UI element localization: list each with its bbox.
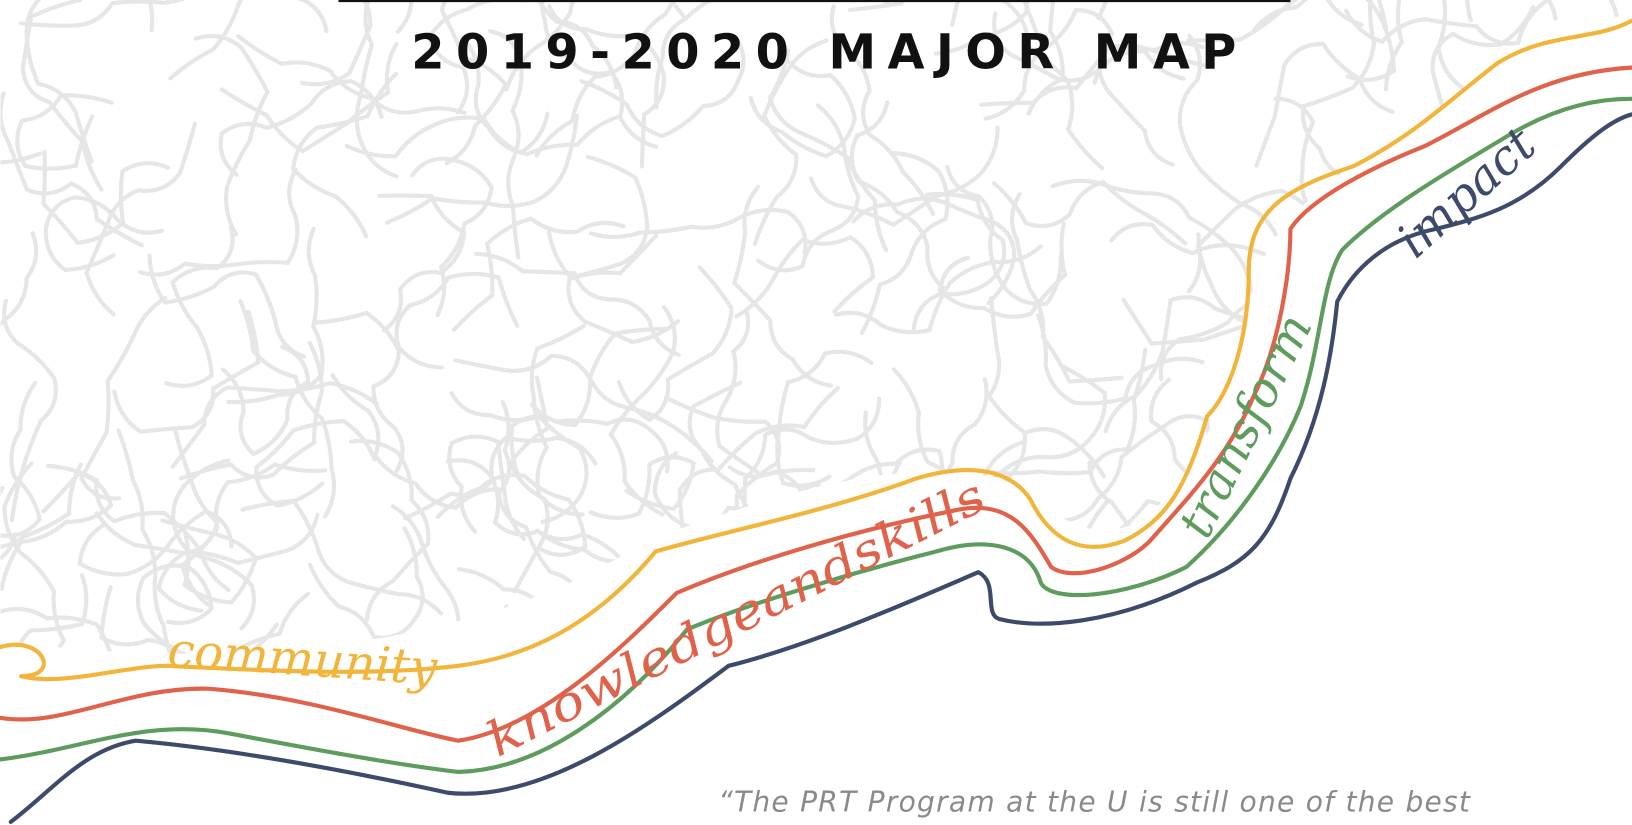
pattern-stroke (1481, 615, 1599, 809)
major-map-header: 2019-2020 MAJOR MAP community knowledgea… (0, 0, 1632, 825)
pattern-stroke (1095, 633, 1236, 796)
pattern-stroke (379, 196, 464, 331)
pattern-stroke (1567, 301, 1632, 477)
pattern-stroke (511, 417, 667, 476)
pattern-stroke (1542, 311, 1632, 406)
word-knowledge-skills: knowledgeandskills (478, 469, 994, 768)
pattern-stroke (1497, 377, 1632, 540)
pattern-stroke (1616, 50, 1632, 197)
pattern-stroke (1111, 224, 1331, 276)
pattern-stroke (734, 187, 831, 386)
navy-line (11, 114, 1632, 821)
pattern-stroke (1256, 44, 1392, 166)
pattern-stroke (87, 124, 195, 315)
pattern-stroke (412, 159, 491, 316)
pattern-stroke (232, 683, 413, 788)
pattern-stroke (1038, 315, 1202, 403)
pattern-stroke (1098, 0, 1218, 18)
body: 2019-2020 MAJOR MAP community knowledgea… (0, 0, 1632, 825)
pattern-stroke (0, 233, 36, 435)
pattern-stroke (1321, 533, 1408, 680)
pattern-stroke (1610, 567, 1632, 689)
pattern-stroke (451, 393, 586, 522)
pattern-stroke (1445, 327, 1506, 532)
pattern-stroke (438, 569, 544, 687)
pattern-stroke (1619, 131, 1632, 242)
page: Major Map {"header": {"title": "2019-202… (0, 0, 1632, 825)
pattern-stroke (16, 575, 86, 712)
background-pattern (0, 0, 1632, 825)
pattern-stroke (994, 182, 1185, 244)
pattern-stroke (1053, 181, 1252, 293)
pattern-stroke (1498, 202, 1632, 308)
pattern-stroke (801, 647, 1004, 702)
pattern-stroke (1562, 318, 1632, 516)
pattern-stroke (862, 153, 948, 333)
pattern-stroke (397, 274, 518, 368)
pattern-stroke (1067, 599, 1154, 794)
pattern-stroke (21, 0, 261, 26)
word-impact: impact (1386, 117, 1547, 269)
pattern-stroke (1251, 672, 1378, 800)
pattern-stroke (1387, 450, 1596, 544)
pattern-stroke (242, 501, 441, 614)
pattern-stroke (1502, 0, 1616, 19)
pattern-stroke (1581, 95, 1632, 180)
pattern-stroke (853, 654, 985, 802)
pattern-stroke (357, 0, 397, 176)
pattern-stroke (1417, 467, 1593, 592)
pattern-stroke (1464, 279, 1585, 409)
pattern-stroke (166, 227, 232, 386)
pattern-stroke (1173, 582, 1360, 684)
pattern-stroke (935, 517, 1041, 683)
quote-text: “The PRT Program at the U is still one o… (718, 785, 1471, 818)
pattern-stroke (1369, 463, 1461, 668)
pattern-stroke (591, 457, 694, 518)
pattern-stroke (1391, 0, 1473, 20)
pattern-stroke (1305, 551, 1392, 699)
pattern-stroke (1554, 380, 1632, 587)
page-title: 2019-2020 MAJOR MAP (411, 26, 1248, 81)
pattern-stroke (1612, 197, 1632, 323)
pattern-stroke (1562, 290, 1632, 386)
pattern-stroke (1242, 616, 1348, 742)
pattern-stroke (197, 0, 326, 31)
pattern-stroke (1317, 394, 1534, 439)
pattern-stroke (717, 310, 813, 475)
pattern-stroke (1440, 664, 1581, 728)
pattern-stroke (591, 210, 806, 253)
pattern-stroke (196, 36, 268, 234)
pattern-stroke (1301, 429, 1401, 623)
pattern-stroke (979, 443, 1069, 604)
pattern-stroke (1274, 372, 1424, 505)
pattern-stroke (97, 430, 217, 553)
pattern-stroke (1548, 491, 1632, 543)
pattern-stroke (777, 352, 871, 486)
pattern-stroke (81, 298, 165, 499)
pattern-stroke (1373, 322, 1460, 519)
pattern-stroke (1184, 545, 1322, 688)
pattern-stroke (1432, 427, 1607, 520)
pattern-stroke (1357, 257, 1475, 471)
